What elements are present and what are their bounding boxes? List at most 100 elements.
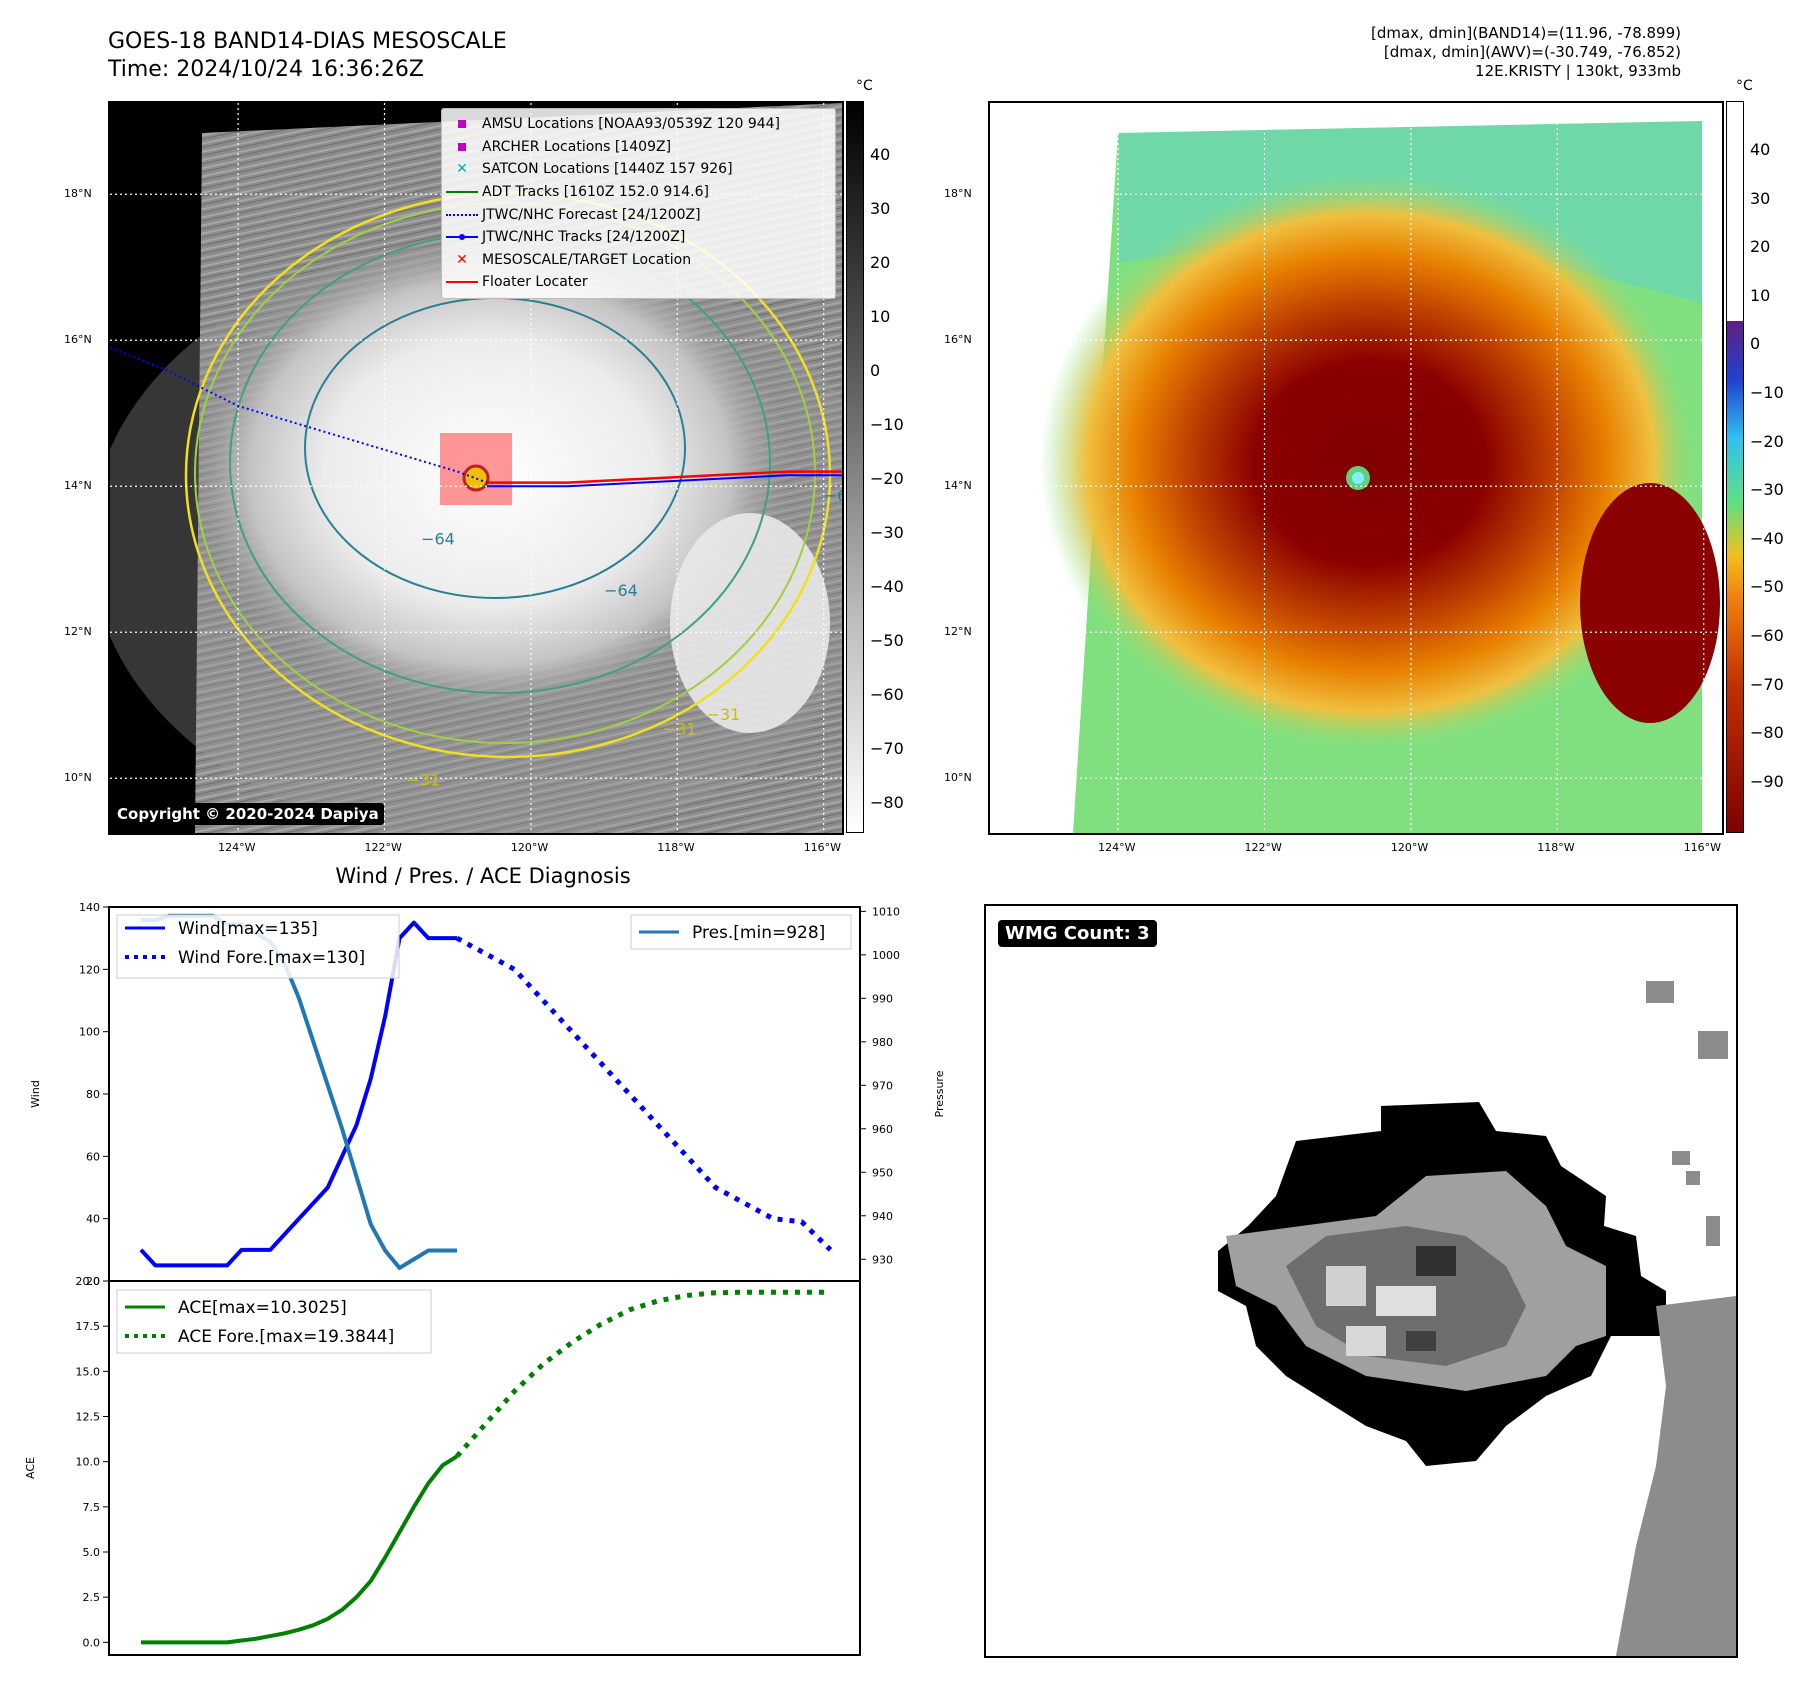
wind-legend: Wind[max=135] Wind Fore.[max=130]: [116, 914, 400, 979]
legend-label: MESOSCALE/TARGET Location: [482, 251, 692, 268]
x-marker-icon: ✕: [456, 161, 468, 178]
ir-lat-label: 18°N: [64, 187, 92, 201]
awv-lat-label: 12°N: [944, 625, 972, 639]
legend-item: ARCHER Locations [1409Z]: [442, 136, 835, 159]
pressure-tick-label: 980: [872, 1036, 893, 1049]
legend-item: ADT Tracks [1610Z 152.0 914.6]: [442, 181, 835, 204]
contour-label: −64: [824, 486, 842, 505]
legend-item: ✕ MESOSCALE/TARGET Location: [442, 249, 835, 272]
awv-lon-label: 122°W: [1244, 841, 1282, 854]
legend-wind-fore: Wind Fore.[max=130]: [178, 948, 365, 968]
pressure-tick-label: 990: [872, 992, 893, 1005]
pressure-tick-label: 960: [872, 1123, 893, 1136]
ace-tick-label: 10.0: [76, 1456, 101, 1469]
ir-lat-label: 10°N: [64, 771, 92, 785]
colorbar-tick: −20: [870, 469, 904, 488]
wmg-panel: WMG Count: 3: [984, 904, 1738, 1658]
awv-colorbar: [1726, 101, 1744, 833]
awv-lat-label: 14°N: [944, 479, 972, 493]
colorbar-tick: −60: [870, 685, 904, 704]
awv-colorbar-unit: °C: [1736, 78, 1753, 94]
colorbar-tick: −80: [1750, 723, 1784, 743]
awv-lon-label: 118°W: [1537, 841, 1575, 854]
colorbar-tick: −10: [1750, 383, 1784, 402]
chart-time: Time: 2024/10/24 16:36:26Z: [108, 57, 424, 82]
wind-tick-label: 120: [79, 963, 100, 976]
colorbar-tick: 10: [1750, 285, 1771, 305]
awv-lat-label: 10°N: [944, 771, 972, 785]
square-marker-icon: [442, 142, 482, 151]
colorbar-tick: 20: [1750, 237, 1771, 257]
pressure-tick-label: 950: [872, 1166, 893, 1179]
wind-tick-label: 60: [86, 1150, 100, 1163]
colorbar-tick: 10: [870, 307, 891, 326]
legend-ace-fore: ACE Fore.[max=19.3844]: [178, 1327, 394, 1347]
colorbar-tick: −30: [1750, 480, 1784, 500]
ace-tick-label: 17.5: [76, 1320, 101, 1333]
ir-legend: AMSU Locations [NOAA93/0539Z 120 944] ARC…: [441, 108, 836, 299]
ir-colorbar-unit: °C: [856, 78, 873, 94]
awv-lat-label: 18°N: [944, 187, 972, 201]
colorbar-tick: −70: [870, 739, 904, 758]
ir-lon-label: 120°W: [510, 841, 549, 854]
legend-label: JTWC/NHC Forecast [24/1200Z]: [482, 206, 701, 223]
ir-colorbar: [846, 101, 864, 833]
pressure-tick-label: 1010: [872, 905, 900, 918]
storm-info: 12E.KRISTY | 130kt, 933mb: [1475, 62, 1681, 80]
awv-image: [990, 103, 1722, 833]
colorbar-tick: 0: [1750, 334, 1761, 354]
line-dot-marker-icon: [442, 234, 482, 241]
contour-label: −64: [421, 530, 455, 549]
ace-plot-frame: [108, 1280, 861, 1656]
legend-label: SATCON Locations [1440Z 157 926]: [482, 161, 733, 178]
ace-tick-label: 15.0: [76, 1365, 101, 1378]
pressure-tick-label: 970: [872, 1079, 893, 1092]
colorbar-tick: 40: [1750, 140, 1771, 159]
ir-lat-label: 12°N: [64, 625, 92, 639]
ace-tick-label: 12.5: [76, 1411, 101, 1424]
wmg-count-badge: WMG Count: 3: [998, 920, 1157, 947]
contour-label: −31: [707, 705, 741, 724]
ace-series: [141, 1454, 459, 1645]
wind-tick-label: 140: [79, 901, 100, 914]
ace-tick-label: 7.5: [83, 1501, 101, 1514]
legend-label: Floater Locater: [482, 274, 588, 291]
colorbar-tick: −90: [1750, 771, 1784, 791]
colorbar-tick: −20: [1750, 431, 1784, 451]
colorbar-tick: −10: [870, 415, 904, 434]
pressure-tick-label: 940: [872, 1210, 893, 1223]
x-marker-icon: ✕: [456, 251, 468, 268]
wind-forecast-series: [455, 935, 833, 1252]
chart-title: GOES-18 BAND14-DIAS MESOSCALE: [108, 29, 507, 54]
copyright-notice: Copyright © 2020-2024 Dapiya: [112, 803, 384, 825]
legend-item: AMSU Locations [NOAA93/0539Z 120 944]: [442, 113, 835, 136]
legend-label: ADT Tracks [1610Z 152.0 914.6]: [482, 184, 709, 201]
colorbar-tick: −80: [870, 793, 904, 812]
forecast-track: [110, 346, 488, 484]
contour-label: −31: [406, 771, 440, 790]
awv-lon-label: 120°W: [1390, 841, 1429, 854]
legend-wind: Wind[max=135]: [178, 919, 318, 939]
wmg-image: [1218, 981, 1736, 1656]
diagnosis-title: Wind / Pres. / ACE Diagnosis: [335, 864, 631, 888]
dmax-awv: [dmax, dmin](AWV)=(-30.749, -76.852): [1383, 43, 1681, 61]
legend-ace: ACE[max=10.3025]: [178, 1298, 347, 1318]
ir-lon-label: 116°W: [803, 841, 842, 854]
colorbar-tick: 0: [870, 361, 881, 380]
pressure-tick-label: 1000: [872, 949, 900, 962]
legend-item: Floater Locater: [442, 271, 835, 294]
wind-tick-label: 40: [86, 1213, 100, 1226]
wind-tick-label: 100: [79, 1026, 100, 1039]
colorbar-tick: 20: [870, 253, 891, 272]
legend-item: JTWC/NHC Forecast [24/1200Z]: [442, 203, 835, 226]
legend-label: ARCHER Locations [1409Z]: [482, 138, 672, 155]
awv-lon-label: 124°W: [1098, 841, 1136, 854]
ace-tick-label: 5.0: [83, 1546, 101, 1559]
awv-map-panel: [988, 101, 1724, 835]
pressure-axis-label: Pressure: [933, 1070, 946, 1117]
awv-lat-label: 16°N: [944, 333, 972, 347]
ace-tick-label: 0.0: [83, 1636, 101, 1649]
jtwc-track: [486, 474, 842, 488]
ir-lon-label: 122°W: [364, 841, 402, 854]
dmax-band14: [dmax, dmin](BAND14)=(11.96, -78.899): [1370, 24, 1681, 42]
